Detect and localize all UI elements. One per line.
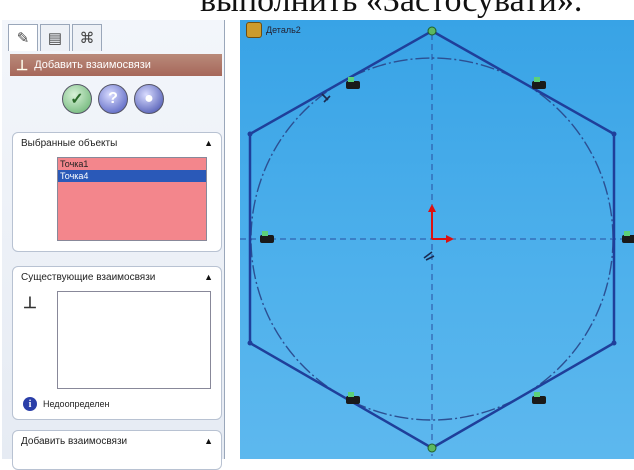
page-caption: выполнить «Застосувати». (0, 0, 634, 22)
collapse-icon[interactable]: ▲ (204, 272, 213, 282)
info-icon: i (23, 397, 37, 411)
selected-entities-list[interactable]: Точка1 Точка4 (57, 157, 207, 241)
collapse-icon[interactable]: ▲ (204, 436, 213, 446)
selected-entities-header[interactable]: Выбранные объекты ▲ (13, 133, 221, 153)
pin-button[interactable]: ● (134, 84, 164, 114)
ok-check-icon: ✓ (70, 91, 84, 108)
coincident-relation-icon[interactable] (532, 392, 546, 404)
dimxpert-icon: ⌘ (79, 30, 95, 47)
panel-title: Добавить взаимосвязи (34, 59, 151, 71)
vertex-point[interactable] (247, 131, 253, 137)
list-item[interactable]: Точка4 (58, 170, 206, 182)
add-relations-group: Добавить взаимосвязи ▲ (12, 430, 222, 470)
feature-tree-flyout[interactable]: Деталь2 (246, 22, 301, 38)
add-relations-header[interactable]: Добавить взаимосвязи ▲ (13, 431, 221, 451)
panel-tabs: ✎ ▤ ⌘ (8, 24, 102, 52)
status-text: Недоопределен (43, 399, 110, 409)
list-item[interactable]: Точка1 (60, 159, 89, 169)
property-manager-panel: ✎ ▤ ⌘ ⊥ Добавить взаимосвязи ✓ ? ● Выбра… (2, 20, 225, 470)
origin-icon (428, 204, 454, 243)
property-manager-icon: ✎ (16, 30, 30, 47)
relation-icon: ⊥ (23, 295, 37, 312)
coincident-relation-icon[interactable] (346, 392, 360, 404)
vertex-point[interactable] (611, 340, 617, 346)
config-icon: ▤ (47, 30, 63, 47)
collapse-icon[interactable]: ▲ (204, 138, 213, 148)
add-relations-title: Добавить взаимосвязи (21, 435, 128, 447)
caption-text: выполнить «Застосувати». (200, 0, 583, 19)
help-button[interactable]: ? (98, 84, 128, 114)
coincident-relation-icon[interactable] (622, 231, 634, 243)
pushpin-icon: ● (144, 90, 154, 107)
selected-entities-group: Выбранные объекты ▲ Точка1 Точка4 (12, 132, 222, 252)
help-icon: ? (108, 90, 118, 107)
part-name: Деталь2 (266, 25, 301, 35)
coincident-relation-icon[interactable] (532, 77, 546, 89)
sketch-canvas[interactable] (240, 20, 634, 459)
coincident-relation-icon[interactable] (260, 231, 274, 243)
existing-relations-title: Существующие взаимосвязи (21, 271, 156, 283)
vertex-point[interactable] (611, 131, 617, 137)
vertex-point[interactable] (427, 26, 437, 36)
part-icon (246, 22, 262, 38)
vertex-point[interactable] (247, 340, 253, 346)
definition-status: i Недоопределен (23, 397, 109, 411)
graphics-area[interactable]: Деталь2 (240, 20, 634, 459)
dimxpert-tab[interactable]: ⌘ (72, 24, 102, 51)
property-manager-tab[interactable]: ✎ (8, 24, 38, 51)
add-relation-icon: ⊥ (16, 56, 29, 73)
configuration-tab[interactable]: ▤ (40, 24, 70, 51)
panel-buttons: ✓ ? ● (62, 84, 164, 114)
existing-relations-list[interactable] (57, 291, 211, 389)
tangent-relation-icon[interactable] (321, 93, 331, 103)
origin-relation-icon[interactable] (423, 251, 435, 261)
existing-relations-group: Существующие взаимосвязи ▲ ⊥ i Недоопред… (12, 266, 222, 420)
coincident-relation-icon[interactable] (346, 77, 360, 89)
vertex-point[interactable] (427, 443, 437, 453)
ok-button[interactable]: ✓ (62, 84, 92, 114)
panel-title-bar: ⊥ Добавить взаимосвязи (10, 54, 222, 76)
selected-entities-title: Выбранные объекты (21, 137, 118, 149)
existing-relations-header[interactable]: Существующие взаимосвязи ▲ (13, 267, 221, 287)
